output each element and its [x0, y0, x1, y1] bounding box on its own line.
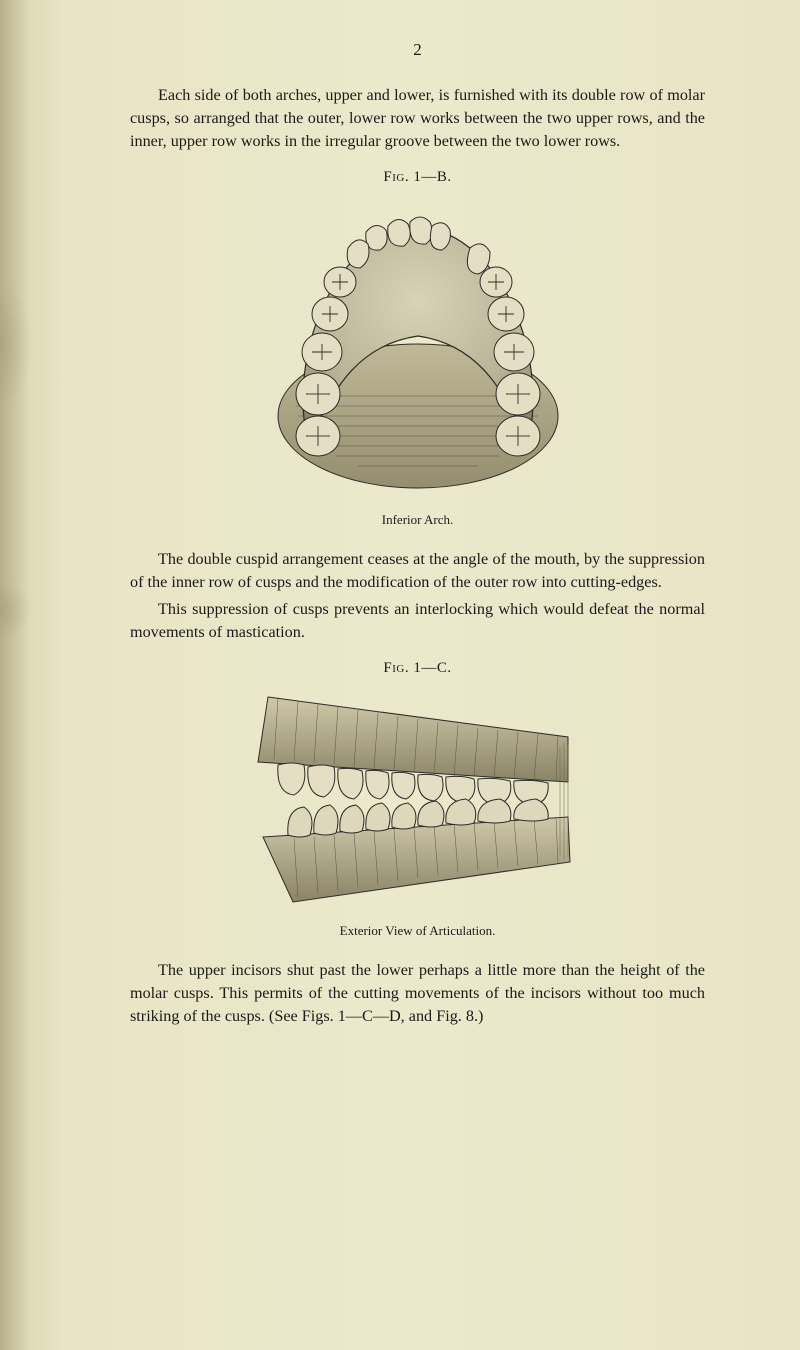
figure-caption: Exterior View of Articulation.: [130, 923, 705, 939]
figure-caption: Inferior Arch.: [130, 512, 705, 528]
inferior-arch-illustration: [248, 196, 588, 506]
page-number: 2: [130, 40, 705, 60]
page-thumb-mark: [0, 580, 32, 640]
paragraph: The double cuspid arrangement ceases at …: [130, 548, 705, 594]
paragraph: The upper incisors shut past the lower p…: [130, 959, 705, 1028]
paragraph: Each side of both arches, upper and lowe…: [130, 84, 705, 153]
figure-label: Fig. 1—C.: [130, 660, 705, 677]
exterior-articulation-illustration: [238, 687, 598, 917]
figure-inferior-arch: [130, 196, 705, 506]
paragraph: This suppression of cusps prevents an in…: [130, 598, 705, 644]
page-thumb-mark: [0, 280, 32, 410]
figure-label: Fig. 1—B.: [130, 169, 705, 186]
page: 2 Each side of both arches, upper and lo…: [0, 0, 800, 1350]
figure-exterior-view: [130, 687, 705, 917]
page-edge-shadow: [0, 0, 30, 1350]
